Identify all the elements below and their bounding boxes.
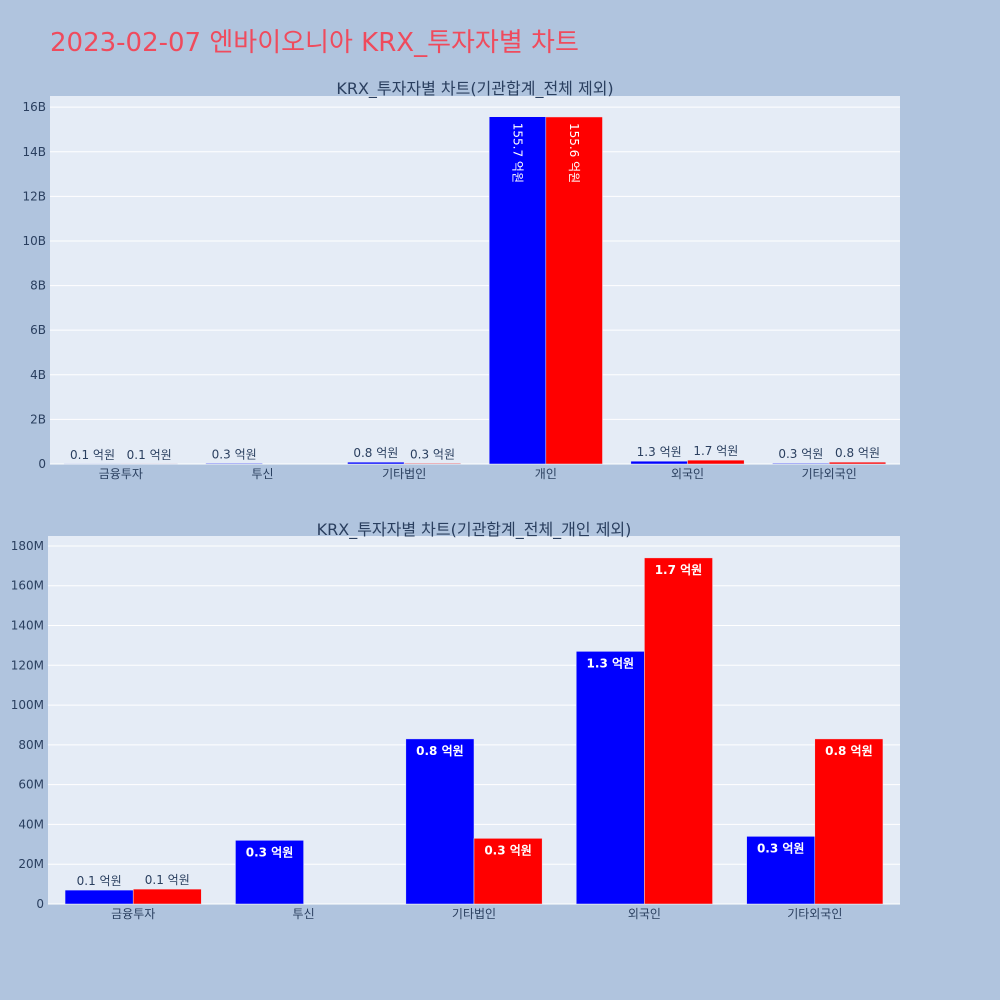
- y-tick-label: 8B: [30, 279, 46, 293]
- x-tick-label: 금융투자: [111, 907, 155, 921]
- data-label: 1.7 억원: [655, 563, 703, 577]
- data-label: 0.8 억원: [353, 446, 398, 460]
- bar: [644, 557, 713, 905]
- bar: [132, 888, 202, 905]
- y-tick-label: 2B: [30, 412, 46, 426]
- y-tick-label: 10B: [22, 234, 46, 248]
- y-tick-label: 100M: [11, 698, 44, 712]
- data-label: 0.1 억원: [70, 448, 115, 462]
- data-label: 1.3 억원: [587, 656, 635, 670]
- data-label: 155.7 억원: [511, 123, 525, 183]
- bar: [205, 463, 263, 465]
- data-label: 155.6 억원: [567, 123, 581, 183]
- x-tick-label: 외국인: [671, 467, 704, 481]
- data-label: 0.3 억원: [410, 447, 455, 461]
- bar: [403, 463, 462, 465]
- x-tick-label: 기타외국인: [802, 467, 857, 481]
- y-tick-label: 6B: [30, 323, 46, 337]
- data-label: 1.7 억원: [693, 444, 738, 458]
- bar: [746, 836, 816, 905]
- x-tick-label: 투신: [293, 907, 315, 921]
- bar: [545, 116, 603, 465]
- data-label: 0.1 억원: [127, 448, 172, 462]
- x-tick-label: 기타외국인: [787, 907, 842, 921]
- chart-top: KRX_투자자별 차트(기관합계_전체 제외) 0 2B 4B 6B 8B 10B 12B 14…: [22, 79, 900, 481]
- bar: [828, 461, 887, 465]
- data-label: 0.8 억원: [835, 446, 880, 460]
- x-tick-label: 개인: [535, 467, 557, 481]
- y-tick-label: 60M: [18, 778, 44, 792]
- x-tick-label: 기타법인: [452, 907, 496, 921]
- data-label: 1.3 억원: [637, 445, 682, 459]
- chart-title: KRX_투자자별 차트(기관합계_전체 제외): [336, 79, 613, 99]
- y-tick-label: 4B: [30, 368, 46, 382]
- data-label: 0.3 억원: [778, 447, 823, 461]
- bar: [473, 838, 543, 905]
- data-label: 0.1 억원: [145, 873, 190, 887]
- data-label: 0.3 억원: [484, 843, 532, 857]
- bar: [687, 459, 745, 465]
- y-tick-label: 120M: [11, 658, 44, 672]
- data-label: 0.8 억원: [416, 744, 464, 758]
- y-tick-label: 140M: [11, 619, 44, 633]
- bar: [64, 889, 134, 905]
- bar: [814, 738, 884, 905]
- y-tick-label: 12B: [22, 189, 46, 203]
- x-tick-label: 기타법인: [382, 467, 426, 481]
- data-label: 0.1 억원: [77, 874, 122, 888]
- chart-title: KRX_투자자별 차트(기관합계_전체_개인 제외): [317, 520, 632, 540]
- x-tick-label: 외국인: [628, 907, 661, 921]
- data-label: 0.3 억원: [757, 841, 805, 855]
- x-tick-label: 투신: [251, 467, 273, 481]
- y-tick-label: 0: [38, 457, 46, 471]
- bar: [575, 651, 645, 905]
- y-tick-label: 80M: [18, 738, 44, 752]
- bar: [488, 116, 547, 465]
- y-tick-label: 14B: [22, 145, 46, 159]
- y-tick-label: 40M: [18, 817, 44, 831]
- plot-area: [50, 96, 900, 464]
- data-label: 0.8 억원: [825, 744, 873, 758]
- y-tick-label: 0: [36, 897, 44, 911]
- x-tick-label: 금융투자: [99, 467, 143, 481]
- y-tick-label: 160M: [11, 579, 44, 593]
- bar: [405, 738, 475, 905]
- y-tick-label: 180M: [11, 539, 44, 553]
- y-tick-label: 20M: [18, 857, 44, 871]
- data-label: 0.3 억원: [212, 447, 257, 461]
- bar: [235, 840, 304, 905]
- data-label: 0.3 억원: [246, 845, 294, 859]
- page-title: 2023-02-07 엔바이오니아 KRX_투자자별 차트: [50, 28, 579, 58]
- y-tick-label: 16B: [22, 100, 46, 114]
